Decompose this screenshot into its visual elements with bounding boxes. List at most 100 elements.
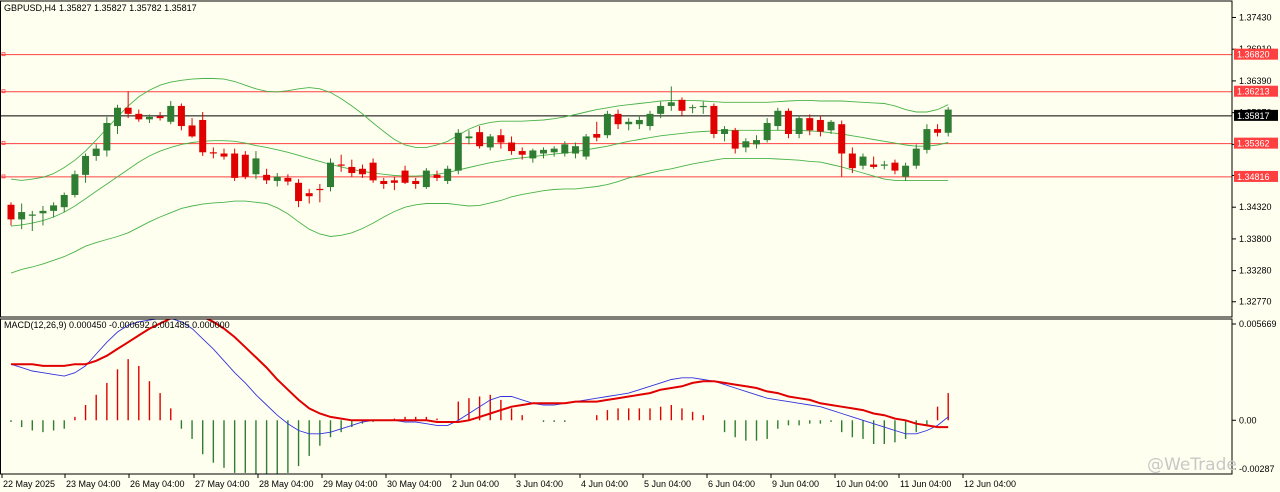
candle-16[interactable] [177,103,185,131]
candle-57[interactable] [614,109,622,130]
candle-88[interactable] [944,107,952,137]
candle-25[interactable] [273,173,281,187]
candle-5[interactable] [60,192,68,213]
candle-31[interactable] [337,154,345,172]
candle-69[interactable] [742,138,750,153]
candle-17[interactable] [188,118,196,138]
candle-87[interactable] [934,124,942,137]
candle-50[interactable] [540,147,547,159]
candle-46[interactable] [497,129,505,149]
candle-51[interactable] [550,146,558,157]
level-anchor-0[interactable] [1,52,6,57]
candle-36[interactable] [390,176,398,191]
level-anchor-2[interactable] [1,141,6,146]
candle-7[interactable] [82,153,90,183]
candle-8[interactable] [92,144,100,161]
candle-4[interactable] [50,202,58,218]
candle-3[interactable] [39,205,47,226]
candle-70[interactable] [753,135,760,149]
candle-1[interactable] [18,203,26,230]
candle-84[interactable] [902,162,910,181]
candle-65[interactable] [699,101,707,114]
candle-40[interactable] [433,170,441,181]
level-anchor-1[interactable] [1,89,6,94]
candle-71[interactable] [763,118,771,143]
candle-64[interactable] [689,104,697,114]
candle-39[interactable] [422,168,430,189]
candle-48[interactable] [518,147,526,160]
candle-76[interactable] [816,115,824,137]
candle-66[interactable] [710,103,718,139]
candle-2[interactable] [28,210,36,231]
candle-42[interactable] [454,129,462,175]
candle-18[interactable] [199,112,207,156]
candle-14[interactable] [156,112,164,121]
candle-61[interactable] [657,101,665,119]
candle-60[interactable] [646,110,654,131]
candle-21[interactable] [231,148,239,181]
candle-68[interactable] [731,127,739,154]
candle-11[interactable] [124,91,132,119]
candle-28[interactable] [305,188,313,204]
candle-37[interactable] [401,165,409,185]
y-tick-label-2: 1.36390 [1239,76,1272,86]
candle-15[interactable] [167,101,175,125]
candle-20[interactable] [220,148,228,160]
macd-panel[interactable] [10,315,949,478]
candle-54[interactable] [582,133,590,160]
candle-10[interactable] [114,104,121,134]
candle-12[interactable] [135,109,143,122]
candle-86[interactable] [923,124,931,154]
price-panel[interactable] [0,52,1232,274]
candle-6[interactable] [71,170,79,198]
level-anchor-3[interactable] [1,174,6,179]
candle-85[interactable] [912,144,920,169]
candle-30[interactable] [327,158,334,192]
candle-19[interactable] [209,147,217,159]
candle-78[interactable] [838,120,846,177]
candle-75[interactable] [806,114,814,136]
candle-34[interactable] [369,158,377,183]
candle-53[interactable] [571,142,579,159]
candle-41[interactable] [444,165,452,185]
x-tick-label-2: 26 May 04:00 [130,479,185,489]
candle-22[interactable] [241,151,249,180]
candle-79[interactable] [848,147,856,174]
current-price-tag [1234,109,1278,121]
candle-77[interactable] [827,119,835,134]
candle-80[interactable] [859,153,867,170]
candle-55[interactable] [593,121,601,142]
candle-56[interactable] [603,110,611,139]
candle-29[interactable] [316,184,324,203]
candle-44[interactable] [476,126,484,149]
candle-62[interactable] [667,86,675,111]
candle-24[interactable] [263,168,271,185]
candle-74[interactable] [795,115,803,139]
candle-32[interactable] [348,159,356,177]
candle-26[interactable] [284,174,292,186]
candle-49[interactable] [529,148,537,163]
candle-81[interactable] [870,156,878,169]
candle-0[interactable] [7,202,15,226]
macd-y-tick-label-0: 0.005669 [1239,319,1277,329]
candle-38[interactable] [412,177,420,189]
candle-67[interactable] [721,126,729,142]
candle-73[interactable] [784,108,792,139]
candle-52[interactable] [561,141,569,157]
candle-59[interactable] [635,115,643,130]
candle-47[interactable] [508,136,516,155]
candle-23[interactable] [252,151,260,180]
candle-82[interactable] [880,160,888,170]
candle-43[interactable] [465,130,473,145]
candle-83[interactable] [891,159,899,175]
candle-33[interactable] [358,164,366,178]
candle-35[interactable] [380,177,388,189]
candle-27[interactable] [295,179,303,208]
candle-58[interactable] [625,118,633,131]
candle-72[interactable] [774,107,782,131]
candle-45[interactable] [486,133,494,151]
candle-63[interactable] [678,97,686,116]
candle-9[interactable] [103,116,111,157]
candle-13[interactable] [145,114,153,124]
